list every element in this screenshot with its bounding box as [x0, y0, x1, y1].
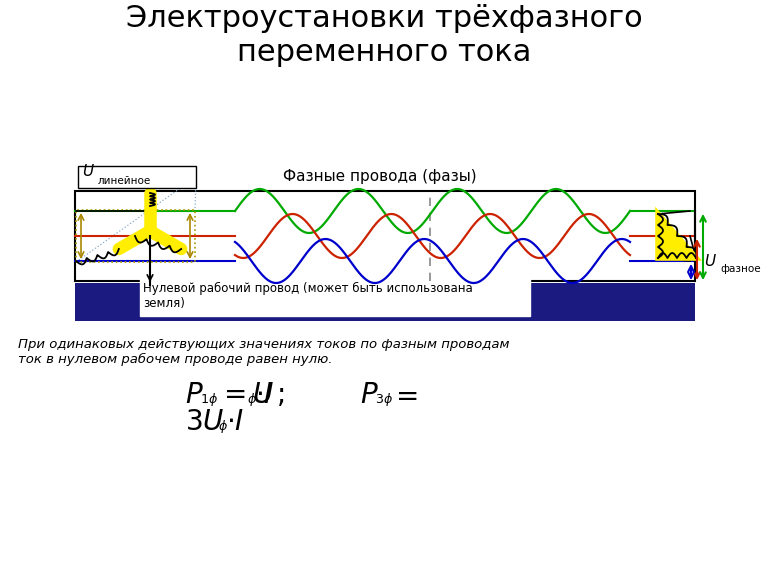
- Text: $\mathit{3U}$: $\mathit{3U}$: [185, 408, 224, 436]
- Text: $\mathit{_{\phi}}$: $\mathit{_{\phi}}$: [247, 391, 257, 409]
- Text: $\mathit{\cdot I\,;}$: $\mathit{\cdot I\,;}$: [255, 381, 285, 409]
- Text: $\mathit{=U}$: $\mathit{=U}$: [218, 381, 274, 409]
- Text: $\mathit{P}$: $\mathit{P}$: [360, 381, 379, 409]
- Text: U: U: [704, 253, 715, 268]
- Text: Нулевой рабочий провод (может быть использована
земля): Нулевой рабочий провод (может быть испол…: [143, 282, 473, 310]
- Bar: [78, 166, 196, 188]
- Text: Электроустановки трёхфазного
переменного тока: Электроустановки трёхфазного переменного…: [126, 4, 642, 67]
- Text: Фазные провода (фазы): Фазные провода (фазы): [283, 169, 477, 184]
- Text: $\mathit{=}$: $\mathit{=}$: [390, 381, 418, 409]
- Text: $\mathit{_{\phi}}$: $\mathit{_{\phi}}$: [218, 418, 228, 436]
- Text: $\mathit{_{1\phi}}$: $\mathit{_{1\phi}}$: [200, 391, 218, 409]
- Text: фазное: фазное: [720, 264, 760, 274]
- Text: $\mathit{P}$: $\mathit{P}$: [185, 381, 204, 409]
- Text: линейное: линейное: [98, 176, 151, 186]
- Bar: [76, 210, 195, 262]
- Polygon shape: [658, 214, 696, 258]
- Text: U: U: [82, 165, 93, 180]
- Bar: [75, 283, 695, 321]
- Text: При одинаковых действующих значениях токов по фазным проводам
ток в нулевом рабо: При одинаковых действующих значениях ток…: [18, 338, 509, 366]
- Bar: [75, 191, 695, 281]
- Text: $\mathit{\cdot I}$: $\mathit{\cdot I}$: [226, 408, 244, 436]
- Text: $\mathit{_{3\phi}}$: $\mathit{_{3\phi}}$: [375, 391, 393, 409]
- Bar: [140, 276, 530, 316]
